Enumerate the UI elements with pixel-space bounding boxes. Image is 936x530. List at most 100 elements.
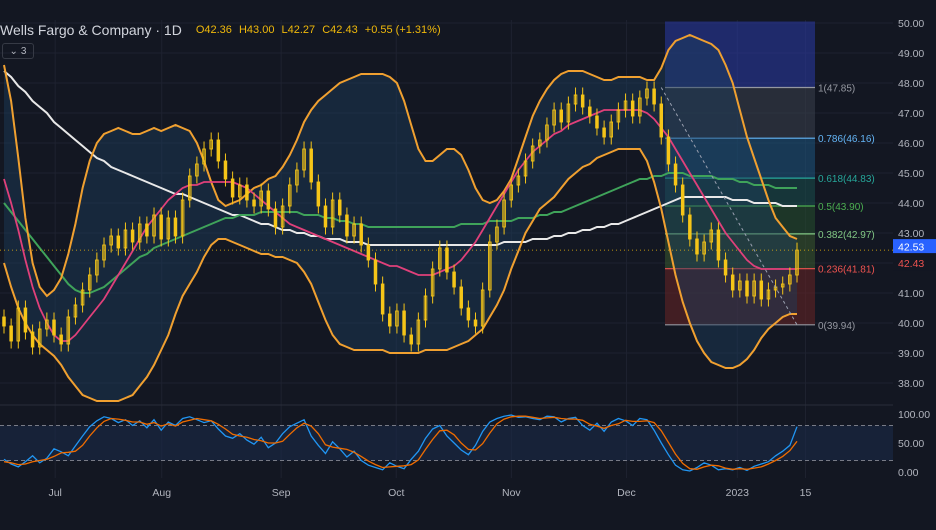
candle-body: [530, 145, 535, 162]
y-tick-label: 41.00: [898, 288, 924, 300]
candle-body: [738, 280, 742, 291]
candle-body: [259, 190, 263, 207]
candle-body: [559, 109, 563, 123]
y-tick-label: 40.00: [898, 318, 924, 330]
bollinger-lower-line: [3, 148, 797, 402]
candle-body: [480, 289, 485, 327]
x-tick-label: 2023: [726, 487, 750, 499]
candle-body: [395, 310, 399, 327]
candle-body: [652, 88, 656, 105]
bollinger-fill: [4, 35, 797, 401]
price-label-box: [893, 239, 936, 254]
candle-body: [752, 280, 756, 297]
close-value: C42.43: [322, 24, 358, 36]
candle-body: [488, 241, 492, 291]
candle-body: [409, 334, 413, 345]
bollinger-upper-line: [3, 33, 798, 298]
fib-level-label: 0.382(42.97): [818, 230, 875, 241]
candle-body: [30, 331, 35, 348]
candle-body: [316, 181, 321, 207]
candle-body: [659, 103, 664, 138]
candle-body: [623, 100, 628, 111]
candle-body: [716, 229, 721, 261]
candle-body: [573, 94, 578, 105]
x-tick-label: Aug: [152, 487, 171, 499]
x-tick-label: Nov: [502, 487, 521, 499]
candle-body: [688, 214, 692, 240]
candle-body: [609, 121, 614, 138]
candle-body: [238, 184, 242, 198]
open-value: O42.36: [195, 24, 232, 36]
candle-body: [123, 229, 128, 249]
candle-body: [516, 175, 521, 186]
indicator-count: 3: [20, 45, 27, 57]
candle-body: [695, 238, 699, 255]
candle-body: [130, 229, 135, 243]
candle-body: [230, 178, 235, 198]
x-tick-label: 15: [800, 487, 812, 499]
candle-body: [523, 160, 528, 177]
candle-body: [630, 100, 635, 117]
oscillator-tick-label: 0.00: [898, 467, 919, 479]
candle-body: [759, 280, 764, 300]
indicators-toggle-button[interactable]: ⌄ 3: [2, 43, 34, 59]
ohlc-readout: O42.36 H43.00 L42.27 C42.43 +0.55 (+1.31…: [196, 24, 445, 36]
candle-body: [73, 304, 78, 318]
change-value: +0.55 (+1.31%): [364, 24, 441, 36]
candle-body: [116, 235, 121, 249]
candle-body: [23, 307, 28, 333]
candle-body: [2, 316, 6, 327]
candle-body: [373, 259, 378, 285]
fib-level-label: 0.618(44.83): [818, 174, 875, 185]
candle-body: [709, 229, 714, 243]
sma-white-line: [3, 70, 797, 246]
candle-body: [266, 190, 271, 210]
candle-body: [502, 199, 506, 228]
candle-body: [495, 226, 499, 243]
candle-body: [723, 259, 728, 276]
stochastic-k-line: [3, 414, 798, 472]
x-tick-label: Oct: [388, 487, 404, 499]
candle-body: [473, 319, 478, 327]
candle-body: [602, 127, 606, 138]
candle-body: [159, 214, 163, 240]
oscillator-tick-label: 100.00: [898, 409, 930, 421]
oscillator-tick-label: 50.00: [898, 438, 924, 450]
candle-body: [645, 88, 649, 99]
symbol-title[interactable]: Wells Fargo & Company · 1D: [0, 22, 182, 38]
candle-body: [345, 214, 349, 237]
sma-green-line: [3, 172, 797, 294]
candle-body: [45, 319, 49, 330]
candle-body: [202, 148, 206, 165]
candle-body: [173, 217, 178, 237]
y-tick-label: 38.00: [898, 378, 924, 390]
candle-body: [137, 223, 142, 243]
candle-body: [280, 205, 285, 228]
candle-body: [680, 184, 685, 216]
candle-body: [152, 214, 156, 237]
candle-body: [166, 217, 171, 240]
fib-level-label: 0.236(41.81): [818, 265, 875, 276]
candle-body: [66, 316, 71, 345]
candle-body: [145, 223, 149, 237]
candle-body: [638, 97, 642, 117]
candle-body: [102, 244, 106, 261]
fib-zone: [665, 21, 815, 88]
candle-body: [588, 106, 592, 117]
candle-body: [187, 175, 192, 201]
fib-level-label: 0(39.94): [818, 321, 855, 332]
candle-body: [80, 289, 85, 306]
candle-body: [380, 283, 385, 315]
candle-body: [552, 109, 556, 126]
fib-level-label: 0.786(46.16): [818, 134, 875, 145]
candle-body: [580, 94, 585, 108]
fib-level-label: 0.5(43.90): [818, 202, 864, 213]
x-tick-label: Jul: [48, 487, 61, 499]
candle-body: [416, 319, 421, 345]
candle-body: [509, 184, 513, 201]
candle-body: [95, 259, 99, 276]
stochastic-d-line: [3, 415, 798, 470]
price-label-box: [893, 256, 936, 271]
candle-body: [566, 103, 571, 123]
